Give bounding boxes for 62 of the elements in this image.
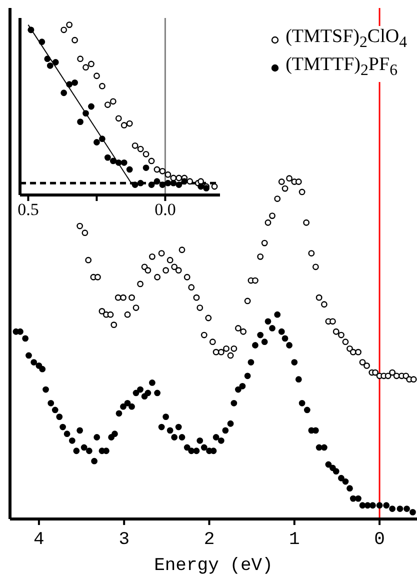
point bbox=[44, 56, 51, 62]
point bbox=[110, 98, 116, 105]
point bbox=[120, 159, 128, 166]
point bbox=[52, 59, 59, 66]
point bbox=[137, 146, 144, 152]
point bbox=[132, 142, 138, 149]
point bbox=[126, 120, 133, 127]
point bbox=[88, 60, 94, 68]
x-tick-label: 0 bbox=[374, 530, 385, 550]
point bbox=[126, 166, 133, 173]
point bbox=[94, 72, 100, 80]
point bbox=[104, 154, 111, 161]
point bbox=[181, 178, 188, 185]
point bbox=[82, 110, 89, 117]
point bbox=[154, 178, 160, 185]
point bbox=[98, 136, 106, 142]
point bbox=[164, 180, 172, 186]
point bbox=[77, 118, 84, 126]
x-tick-label: 4 bbox=[34, 530, 44, 550]
point bbox=[137, 180, 144, 186]
point bbox=[120, 122, 128, 128]
point bbox=[46, 62, 54, 69]
legend-label: (TMTSF)$_{2}$ClO$_{4}$ bbox=[286, 26, 407, 53]
point bbox=[104, 102, 111, 108]
x-tick-label: 0.5 bbox=[18, 200, 39, 220]
point bbox=[72, 79, 78, 86]
point bbox=[142, 164, 150, 171]
x-axis-title: Energy (eV) bbox=[154, 556, 273, 576]
point bbox=[170, 180, 177, 186]
point bbox=[148, 182, 155, 188]
point bbox=[38, 38, 46, 46]
point bbox=[176, 174, 182, 182]
point bbox=[132, 182, 138, 188]
point bbox=[159, 168, 166, 174]
point bbox=[66, 81, 73, 88]
point bbox=[198, 178, 204, 185]
point bbox=[211, 183, 218, 190]
point bbox=[186, 178, 194, 185]
point bbox=[142, 150, 150, 158]
point bbox=[176, 182, 182, 188]
point bbox=[82, 64, 89, 71]
point bbox=[98, 82, 106, 90]
point bbox=[148, 158, 155, 164]
x-tick-label: 1 bbox=[288, 530, 300, 550]
point bbox=[60, 90, 68, 96]
point bbox=[198, 183, 204, 190]
point bbox=[159, 182, 166, 188]
point bbox=[94, 139, 100, 146]
point bbox=[115, 115, 122, 122]
legend-label: (TMTTF)$_{2}$PF$_{6}$ bbox=[286, 54, 398, 81]
point bbox=[115, 159, 122, 166]
point bbox=[154, 166, 160, 173]
point bbox=[77, 56, 84, 62]
point bbox=[110, 158, 116, 164]
x-tick-label: 2 bbox=[204, 530, 215, 550]
point bbox=[88, 103, 94, 110]
point bbox=[72, 36, 78, 44]
x-tick-label: 0.0 bbox=[154, 200, 176, 220]
x-tick-label: 3 bbox=[118, 530, 130, 550]
point bbox=[164, 171, 172, 178]
point bbox=[66, 22, 73, 28]
point bbox=[60, 26, 68, 34]
